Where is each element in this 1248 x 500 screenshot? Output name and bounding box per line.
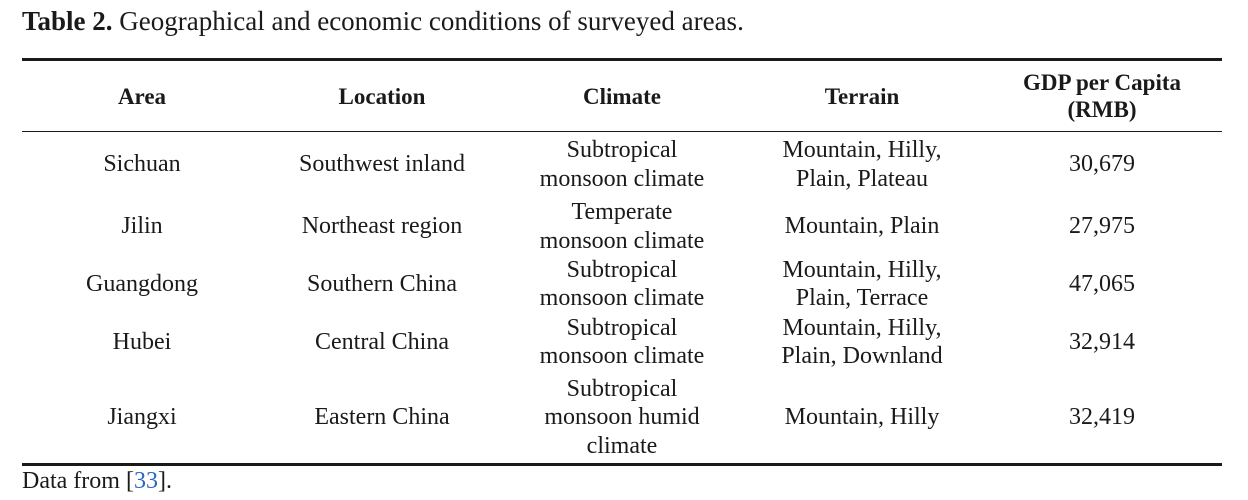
cell-area: Hubei bbox=[112, 328, 172, 355]
cell-area: Guangdong bbox=[86, 270, 198, 297]
data-table: Area Location Climate Terrain GDP per Ca… bbox=[22, 61, 1222, 464]
cell-terrain: Mountain, Hilly, Plain, Downland bbox=[742, 313, 982, 371]
cell-climate-line: Subtropical bbox=[566, 137, 678, 163]
table-top-rule bbox=[22, 58, 1222, 61]
cell-climate-line: climate bbox=[586, 432, 658, 459]
cell-location: Eastern China bbox=[314, 404, 450, 431]
header-gdp-line2: (RMB) bbox=[1067, 97, 1137, 122]
cell-climate: Temperate monsoon climate bbox=[502, 198, 742, 255]
cell-terrain-line: Mountain, Hilly, bbox=[782, 256, 942, 283]
cell-climate-line: monsoon climate bbox=[539, 285, 705, 311]
cell-terrain: Mountain, Hilly bbox=[742, 371, 982, 464]
table-header-row: Area Location Climate Terrain GDP per Ca… bbox=[22, 61, 1222, 131]
cell-climate-line: Subtropical bbox=[566, 256, 678, 283]
cell-climate: Subtropical monsoon climate bbox=[502, 313, 742, 371]
cell-gdp: 32,419 bbox=[1069, 404, 1135, 431]
cell-terrain-line: Mountain, Hilly bbox=[784, 404, 940, 431]
cell-terrain-line: Plain, Downland bbox=[781, 343, 943, 369]
cell-terrain-line: Mountain, Hilly, bbox=[782, 137, 942, 163]
cell-area: Jiangxi bbox=[107, 404, 177, 431]
cell-terrain: Mountain, Hilly, Plain, Terrace bbox=[742, 255, 982, 313]
caption-text: Geographical and economic conditions of … bbox=[112, 6, 744, 36]
cell-climate: Subtropical monsoon humid climate bbox=[502, 371, 742, 464]
table-label: Table 2. bbox=[22, 6, 113, 36]
header-gdp: GDP per Capita (RMB) bbox=[982, 61, 1222, 131]
cell-climate-line: monsoon climate bbox=[539, 165, 705, 192]
cell-climate-line: Subtropical bbox=[566, 375, 678, 402]
cell-climate: Subtropical monsoon climate bbox=[502, 131, 742, 198]
cell-terrain-line: Mountain, Plain bbox=[784, 213, 940, 240]
table-row: Jilin Northeast region Temperate monsoon… bbox=[22, 198, 1222, 255]
cell-area: Sichuan bbox=[103, 151, 181, 178]
cell-terrain: Mountain, Hilly, Plain, Plateau bbox=[742, 131, 982, 198]
cell-area: Jilin bbox=[121, 213, 163, 240]
footnote-suffix: ]. bbox=[157, 468, 172, 494]
cell-gdp: 32,914 bbox=[1069, 328, 1135, 355]
cell-terrain-line: Mountain, Hilly, bbox=[782, 314, 942, 341]
table-row: Sichuan Southwest inland Subtropical mon… bbox=[22, 131, 1222, 198]
table-row: Hubei Central China Subtropical monsoon … bbox=[22, 313, 1222, 371]
header-gdp-line1: GDP per Capita bbox=[1022, 70, 1182, 95]
cell-gdp: 30,679 bbox=[1069, 151, 1135, 178]
table-row: Jiangxi Eastern China Subtropical monsoo… bbox=[22, 371, 1222, 464]
cell-climate-line: Temperate bbox=[571, 199, 673, 225]
cell-climate-line: monsoon climate bbox=[539, 343, 705, 369]
cell-terrain: Mountain, Plain bbox=[742, 198, 982, 255]
table-footnote: Data from [33]. bbox=[22, 466, 172, 496]
cell-climate: Subtropical monsoon climate bbox=[502, 255, 742, 313]
table-caption: Table 2. Geographical and economic condi… bbox=[22, 4, 744, 38]
header-area: Area bbox=[117, 83, 167, 109]
cell-location: Southern China bbox=[307, 270, 457, 297]
cell-gdp: 27,975 bbox=[1069, 213, 1135, 240]
table-row: Guangdong Southern China Subtropical mon… bbox=[22, 255, 1222, 313]
cell-climate-line: monsoon climate bbox=[539, 227, 705, 254]
cell-gdp: 47,065 bbox=[1069, 270, 1135, 297]
header-location: Location bbox=[338, 83, 426, 109]
cell-climate-line: Subtropical bbox=[566, 314, 678, 341]
cell-location: Northeast region bbox=[301, 213, 463, 240]
cell-terrain-line: Plain, Terrace bbox=[795, 285, 929, 311]
table-header-rule bbox=[22, 131, 1222, 132]
footnote-prefix: Data from [ bbox=[22, 468, 134, 494]
header-terrain: Terrain bbox=[824, 83, 900, 109]
table-bottom-rule bbox=[22, 463, 1222, 466]
cell-terrain-line: Plain, Plateau bbox=[796, 165, 928, 192]
citation-link[interactable]: 33 bbox=[133, 468, 158, 494]
cell-climate-line: monsoon humid bbox=[544, 404, 700, 431]
cell-location: Central China bbox=[315, 328, 449, 355]
cell-location: Southwest inland bbox=[299, 151, 465, 178]
header-climate: Climate bbox=[583, 83, 661, 109]
